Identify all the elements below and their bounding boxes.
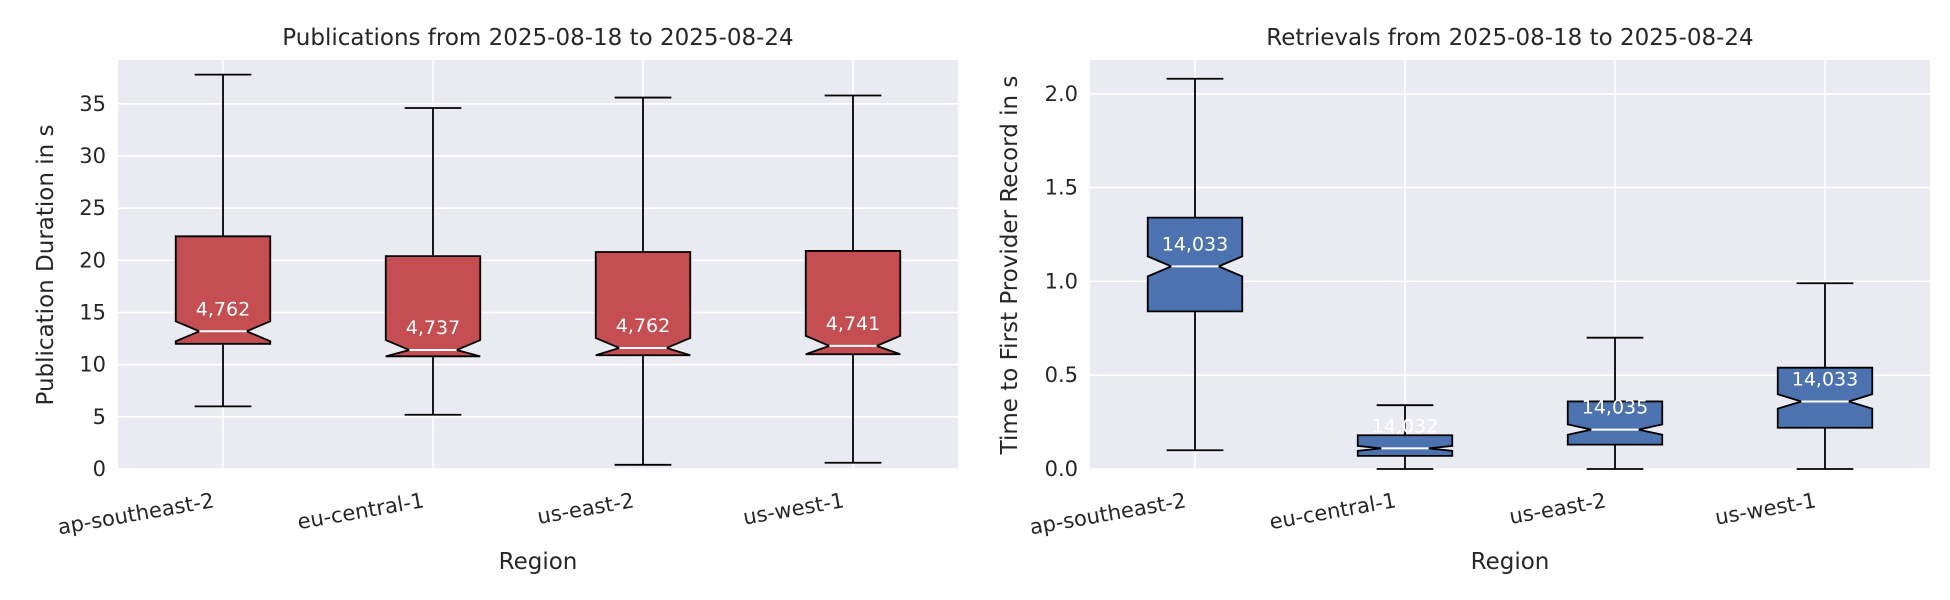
yticks-retrievals: 0.0 0.5 1.0 1.5 2.0 — [1045, 82, 1078, 481]
box-us-west-1: 4,741 — [804, 94, 902, 464]
box-us-east-2: 14,035 — [1566, 336, 1664, 470]
box-us-west-1: 14,033 — [1776, 282, 1874, 470]
x-tick-label: eu-central-1 — [296, 488, 426, 534]
box-body — [804, 250, 902, 356]
box-body — [384, 255, 482, 358]
y-tick-label: 2.0 — [1045, 82, 1078, 106]
x-tick-label: ap-southeast-2 — [1028, 488, 1188, 539]
x-tick-label: ap-southeast-2 — [56, 488, 216, 539]
box-body — [1146, 216, 1244, 313]
boxes-retrievals: 14,033 14,032 14,035 14,033 — [1146, 77, 1874, 470]
y-tick-label: 0 — [93, 457, 106, 481]
box-ap-southeast-2: 4,762 — [174, 73, 272, 408]
x-tick-label: us-west-1 — [741, 488, 846, 529]
chart-publications: 4,762 4,737 4,762 4,741 0 5 10 15 20 25 30 35 ap-s… — [33, 25, 958, 575]
y-tick-label: 25 — [79, 196, 106, 220]
y-tick-label: 1.0 — [1045, 269, 1078, 293]
y-tick-label: 0.5 — [1045, 363, 1078, 387]
y-tick-label: 30 — [79, 144, 106, 168]
x-tick-label: eu-central-1 — [1268, 488, 1398, 534]
box-eu-central-1: 4,737 — [384, 107, 482, 416]
y-axis-label-retrievals: Time to First Provider Record in s — [997, 76, 1023, 456]
xticks-retrievals: ap-southeast-2 eu-central-1 us-east-2 us-we… — [1028, 488, 1818, 539]
x-axis-label-retrievals: Region — [1471, 549, 1550, 575]
xticks-publications: ap-southeast-2 eu-central-1 us-east-2 us-we… — [56, 488, 846, 539]
count-label: 4,741 — [826, 313, 880, 335]
x-tick-label: us-east-2 — [535, 488, 635, 529]
box-body — [1776, 366, 1874, 429]
yticks-publications: 0 5 10 15 20 25 30 35 — [79, 92, 106, 481]
chart-retrievals: 14,033 14,032 14,035 14,033 0.0 0.5 1.0 1.5 2.0… — [997, 25, 1930, 575]
box-body — [1356, 434, 1454, 457]
plot-area-retrievals — [1090, 60, 1930, 469]
box-body — [594, 251, 692, 357]
count-label: 4,762 — [196, 298, 250, 320]
y-tick-label: 10 — [79, 353, 106, 377]
x-axis-label-publications: Region — [499, 549, 578, 575]
box-ap-southeast-2: 14,033 — [1146, 77, 1244, 452]
box-body — [1566, 400, 1664, 446]
y-tick-label: 20 — [79, 248, 106, 272]
chart-title-retrievals: Retrievals from 2025-08-18 to 2025-08-24 — [1266, 25, 1753, 51]
count-label: 4,762 — [616, 315, 670, 337]
boxes-publications: 4,762 4,737 4,762 4,741 — [174, 73, 902, 466]
box-body — [174, 235, 272, 345]
y-tick-label: 1.5 — [1045, 176, 1078, 200]
x-tick-label: us-east-2 — [1507, 488, 1607, 529]
count-label: 14,033 — [1162, 233, 1228, 255]
chart-title-publications: Publications from 2025-08-18 to 2025-08-… — [282, 25, 793, 51]
y-tick-label: 15 — [79, 300, 106, 324]
y-tick-label: 5 — [93, 405, 106, 429]
count-label: 14,035 — [1582, 397, 1648, 419]
x-tick-label: us-west-1 — [1713, 488, 1818, 529]
box-us-east-2: 4,762 — [594, 96, 692, 466]
y-tick-label: 0.0 — [1045, 457, 1078, 481]
count-label: 4,737 — [406, 317, 460, 339]
count-label: 14,033 — [1792, 368, 1858, 390]
count-label: 14,032 — [1372, 415, 1438, 437]
y-tick-label: 35 — [79, 92, 106, 116]
y-axis-label-publications: Publication Duration in s — [33, 125, 59, 406]
box-eu-central-1: 14,032 — [1356, 404, 1454, 470]
